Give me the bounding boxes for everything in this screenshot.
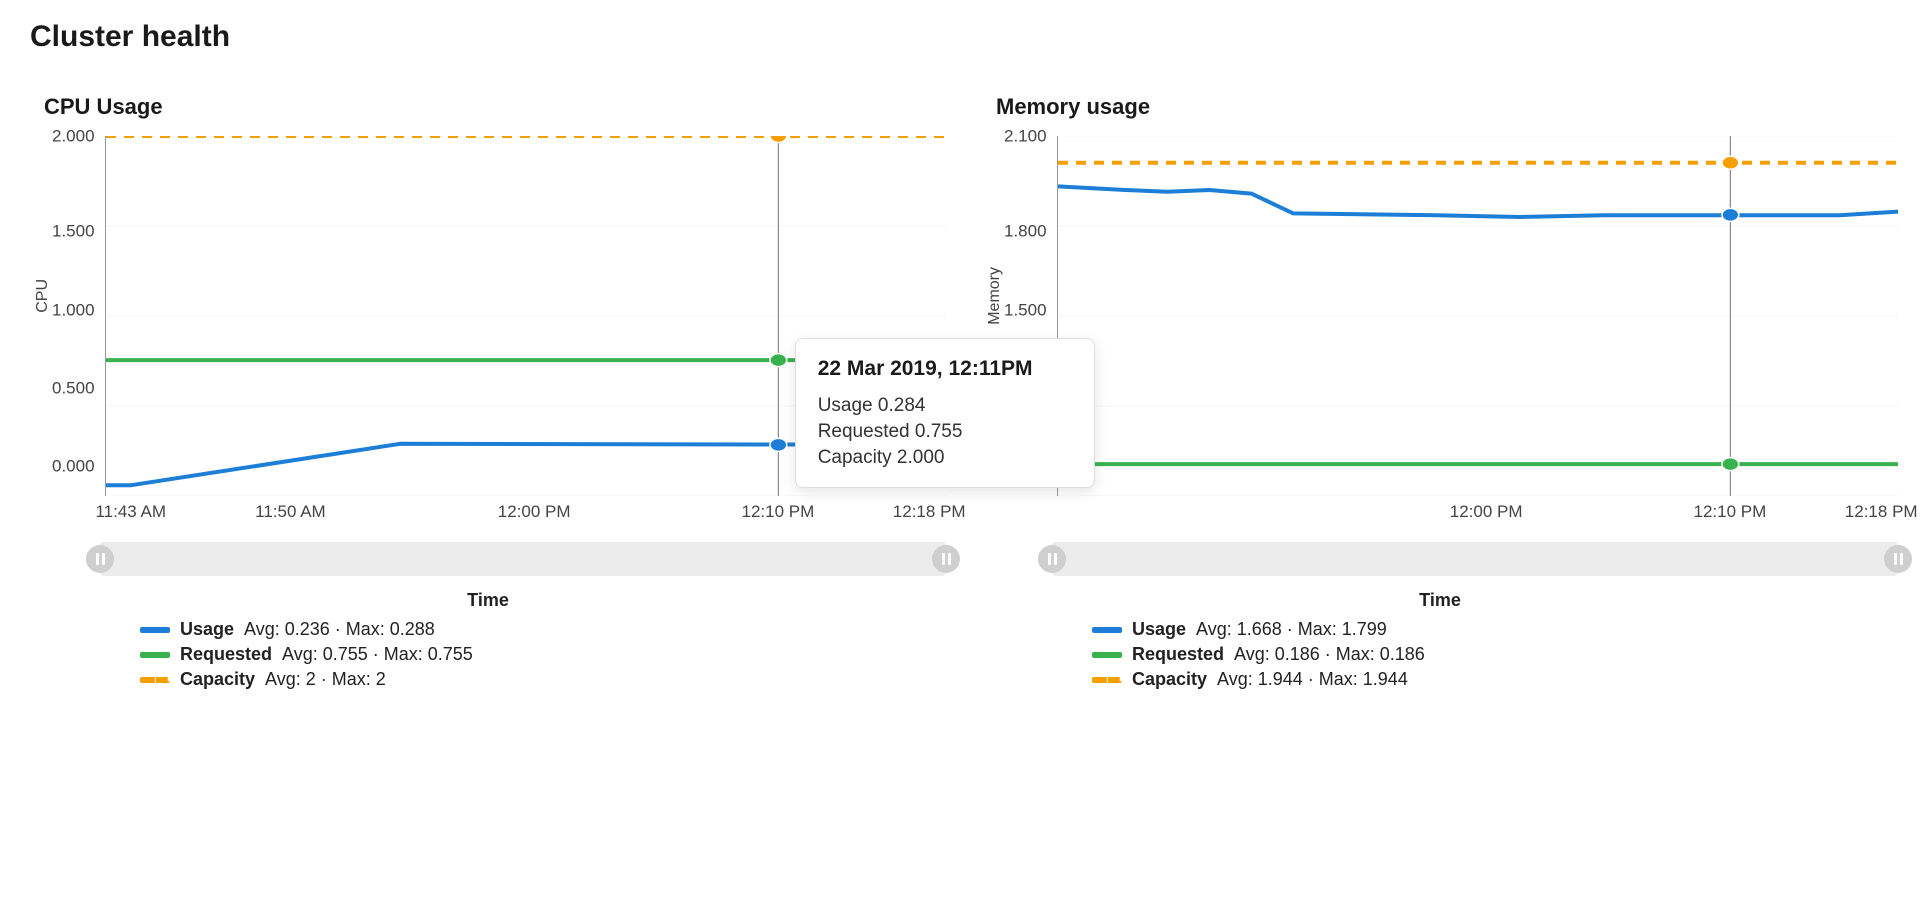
legend-name: Capacity xyxy=(180,669,255,690)
legend-swatch xyxy=(140,677,170,683)
legend-name: Requested xyxy=(1132,644,1224,665)
legend-name: Usage xyxy=(1132,619,1186,640)
legend-stats: Avg: 1.944 · Max: 1.944 xyxy=(1217,669,1408,690)
legend-name: Requested xyxy=(180,644,272,665)
x-tick-label: 12:00 PM xyxy=(1450,502,1523,522)
cpu-tooltip: 22 Mar 2019, 12:11PM Usage 0.284 Request… xyxy=(795,338,1095,488)
cpu-tooltip-title: 22 Mar 2019, 12:11PM xyxy=(818,357,1072,381)
legend-stats: Avg: 0.236 · Max: 0.288 xyxy=(244,619,435,640)
legend-swatch xyxy=(140,652,170,658)
memory-chart-figure[interactable]: Memory 2.1001.8001.5001.2000.900 12:00 P… xyxy=(982,136,1898,496)
legend-stats: Avg: 0.186 · Max: 0.186 xyxy=(1234,644,1425,665)
cpu-tooltip-row-capacity: Capacity 2.000 xyxy=(818,447,1072,469)
legend-swatch xyxy=(1092,677,1122,683)
charts-row: CPU Usage CPU 2.0001.5001.0000.5000.000 … xyxy=(30,94,1898,690)
x-tick-label: 12:00 PM xyxy=(498,502,571,522)
legend-swatch xyxy=(1092,652,1122,658)
cpu-chart-panel: CPU Usage CPU 2.0001.5001.0000.5000.000 … xyxy=(30,94,946,690)
cpu-legend: Usage Avg: 0.236 · Max: 0.288 Requested A… xyxy=(140,619,946,690)
y-tick-label: 1.500 xyxy=(1004,301,1047,318)
memory-legend: Usage Avg: 1.668 · Max: 1.799 Requested A… xyxy=(1092,619,1898,690)
memory-scrub-bar[interactable] xyxy=(1052,542,1898,576)
cpu-scrub-handle-right[interactable] xyxy=(932,545,960,573)
memory-plot-area[interactable]: 12:00 PM12:10 PM12:18 PM xyxy=(1057,136,1898,496)
legend-name: Usage xyxy=(180,619,234,640)
memory-scrub-handle-right[interactable] xyxy=(1884,545,1912,573)
memory-y-axis-label: Memory xyxy=(982,267,1004,325)
legend-item-usage[interactable]: Usage Avg: 0.236 · Max: 0.288 xyxy=(140,619,946,640)
page-title: Cluster health xyxy=(30,20,1898,54)
cpu-chart-figure[interactable]: CPU 2.0001.5001.0000.5000.000 11:43 AM11… xyxy=(30,136,946,496)
legend-item-usage[interactable]: Usage Avg: 1.668 · Max: 1.799 xyxy=(1092,619,1898,640)
legend-item-capacity[interactable]: Capacity Avg: 1.944 · Max: 1.944 xyxy=(1092,669,1898,690)
x-tick-label: 11:50 AM xyxy=(255,502,326,522)
cpu-tooltip-row-usage: Usage 0.284 xyxy=(818,395,1072,417)
y-tick-label: 2.000 xyxy=(52,128,95,145)
legend-swatch xyxy=(140,627,170,633)
cpu-scrub-handle-left[interactable] xyxy=(86,545,114,573)
cpu-x-axis-label: Time xyxy=(30,590,946,611)
legend-item-capacity[interactable]: Capacity Avg: 2 · Max: 2 xyxy=(140,669,946,690)
cpu-x-ticks: 11:43 AM11:50 AM12:00 PM12:10 PM12:18 PM xyxy=(106,502,946,524)
memory-x-axis-label: Time xyxy=(982,590,1898,611)
legend-name: Capacity xyxy=(1132,669,1207,690)
legend-stats: Avg: 2 · Max: 2 xyxy=(265,669,386,690)
cpu-tooltip-row-requested: Requested 0.755 xyxy=(818,421,1072,443)
memory-chart-panel: Memory usage Memory 2.1001.8001.5001.200… xyxy=(982,94,1898,690)
memory-scrub-handle-left[interactable] xyxy=(1038,545,1066,573)
cpu-plot-area[interactable]: 11:43 AM11:50 AM12:00 PM12:10 PM12:18 PM… xyxy=(105,136,946,496)
cpu-scrub-bar[interactable] xyxy=(100,542,946,576)
y-tick-label: 1.000 xyxy=(52,301,95,318)
y-tick-label: 0.500 xyxy=(52,379,95,396)
memory-chart-title: Memory usage xyxy=(996,94,1898,120)
x-tick-label: 12:10 PM xyxy=(1694,502,1767,522)
legend-swatch xyxy=(1092,627,1122,633)
y-tick-label: 1.500 xyxy=(52,223,95,240)
y-tick-label: 0.000 xyxy=(52,458,95,475)
legend-item-requested[interactable]: Requested Avg: 0.186 · Max: 0.186 xyxy=(1092,644,1898,665)
legend-item-requested[interactable]: Requested Avg: 0.755 · Max: 0.755 xyxy=(140,644,946,665)
memory-x-ticks: 12:00 PM12:10 PM12:18 PM xyxy=(1058,502,1898,524)
x-tick-label: 12:18 PM xyxy=(893,502,966,522)
cpu-y-ticks: 2.0001.5001.0000.5000.000 xyxy=(52,136,105,466)
y-tick-label: 1.800 xyxy=(1004,223,1047,240)
x-tick-label: 12:18 PM xyxy=(1845,502,1918,522)
legend-stats: Avg: 1.668 · Max: 1.799 xyxy=(1196,619,1387,640)
x-tick-label: 12:10 PM xyxy=(742,502,815,522)
cpu-y-axis-label: CPU xyxy=(30,279,52,313)
legend-stats: Avg: 0.755 · Max: 0.755 xyxy=(282,644,473,665)
cpu-chart-title: CPU Usage xyxy=(44,94,946,120)
y-tick-label: 2.100 xyxy=(1004,128,1047,145)
x-tick-label: 11:43 AM xyxy=(95,502,166,522)
